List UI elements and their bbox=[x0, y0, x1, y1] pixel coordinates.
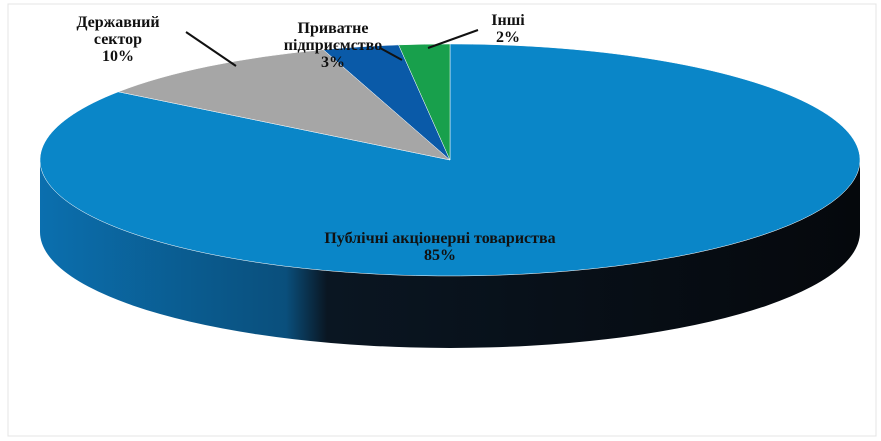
slice-label: Публічні акціонерні товариства 85% bbox=[270, 230, 610, 264]
leader-line bbox=[379, 47, 403, 61]
slice-label: Приватне підприємство 3% bbox=[268, 20, 398, 71]
label-name: Інші bbox=[491, 12, 525, 29]
label-name: Державний сектор bbox=[76, 14, 160, 48]
label-name: Приватне підприємство bbox=[283, 20, 383, 54]
slice-label: Інші 2% bbox=[478, 12, 538, 46]
label-value: 2% bbox=[496, 29, 520, 46]
slice bbox=[398, 43, 451, 161]
slice-label: Державний сектор 10% bbox=[58, 14, 178, 65]
label-value: 85% bbox=[424, 247, 456, 264]
leader-line bbox=[185, 31, 237, 67]
frame bbox=[7, 3, 877, 437]
slice bbox=[117, 49, 451, 161]
label-value: 10% bbox=[102, 48, 134, 65]
slice-side bbox=[40, 160, 860, 348]
label-value: 3% bbox=[321, 54, 345, 71]
label-name: Публічні акціонерні товариства bbox=[324, 230, 556, 247]
leader-line bbox=[427, 29, 479, 49]
